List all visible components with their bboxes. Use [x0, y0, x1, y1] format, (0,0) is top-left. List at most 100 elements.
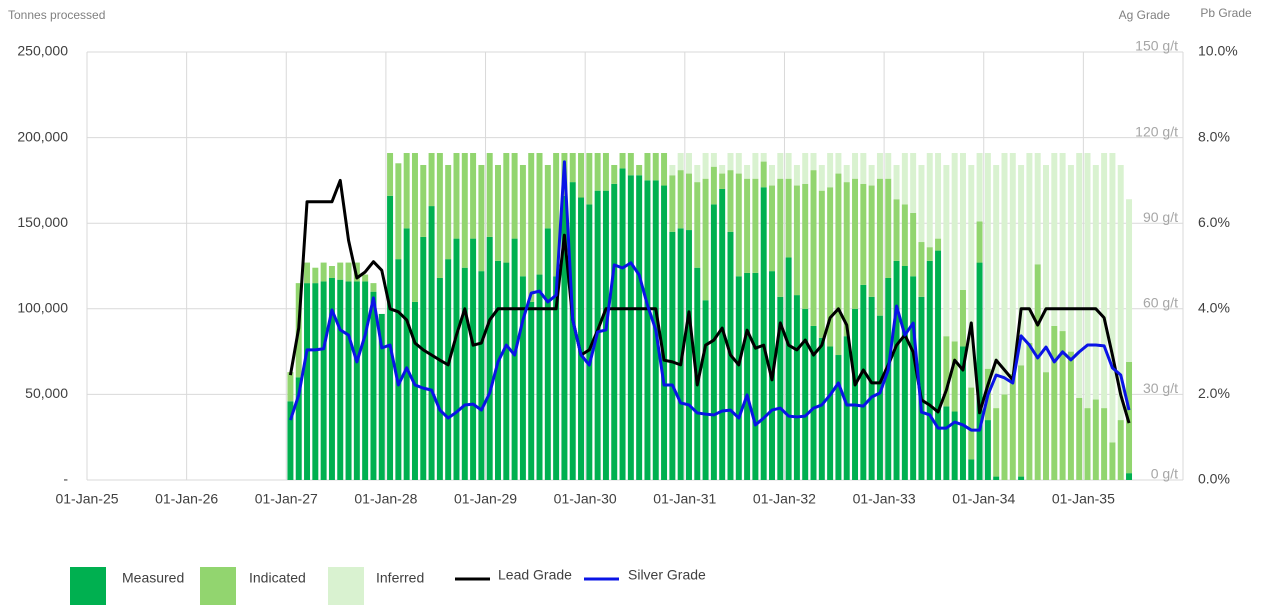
bar: [370, 291, 377, 480]
bar: [677, 170, 684, 229]
bar: [893, 260, 900, 480]
bar: [677, 228, 684, 480]
grid: [86, 51, 1184, 481]
bar: [328, 277, 335, 480]
bar: [528, 153, 535, 302]
bar: [893, 199, 900, 261]
y-tick-label: 250,000: [17, 43, 68, 59]
bar: [876, 153, 883, 179]
bar: [403, 228, 410, 480]
bar: [860, 284, 867, 480]
bar: [810, 153, 817, 171]
bar: [636, 164, 643, 176]
bar: [461, 267, 468, 480]
bar: [1109, 442, 1116, 480]
bar: [503, 262, 510, 480]
bar: [868, 185, 875, 297]
line: [288, 178, 1131, 424]
bar: [486, 153, 493, 237]
bar: [636, 175, 643, 480]
bar: [304, 283, 311, 480]
bar: [387, 195, 394, 481]
bar: [295, 377, 302, 480]
bar: [1026, 153, 1033, 344]
bar: [553, 153, 560, 277]
bar: [1067, 351, 1074, 480]
bar: [669, 175, 676, 232]
bar: [337, 262, 344, 280]
bar: [644, 180, 651, 480]
bar: [760, 161, 767, 188]
bar: [1018, 476, 1025, 480]
y2-tick-label: 90 g/t: [1143, 209, 1178, 225]
bar: [843, 164, 850, 183]
bar: [436, 153, 443, 278]
line: [288, 160, 1131, 432]
bar: [1034, 264, 1041, 480]
bar: [910, 276, 917, 480]
bar: [752, 178, 759, 273]
bar: [1009, 153, 1016, 374]
bar: [353, 281, 360, 480]
bar: [793, 295, 800, 480]
bar: [1018, 164, 1025, 366]
legend-label: Silver Grade: [628, 567, 706, 583]
bar: [445, 164, 452, 260]
legend-swatch: [200, 567, 236, 605]
bar: [453, 153, 460, 239]
bar: [644, 153, 651, 181]
x-tick-label: 01-Jan-32: [753, 491, 816, 507]
bar: [652, 153, 659, 181]
bar: [910, 153, 917, 213]
bar: [428, 206, 435, 480]
bar: [519, 164, 526, 277]
bar: [611, 183, 618, 480]
bar: [478, 164, 485, 272]
bar: [993, 164, 1000, 409]
bar: [901, 204, 908, 266]
bar: [578, 197, 585, 480]
y-axis-title: Tonnes processed: [8, 8, 105, 22]
bar: [1059, 331, 1066, 480]
bar: [702, 178, 709, 301]
y3-tick-label: 8.0%: [1198, 128, 1230, 144]
bar: [320, 262, 327, 282]
bar: [943, 164, 950, 337]
bar: [569, 182, 576, 480]
bar: [769, 164, 775, 186]
bar: [901, 266, 908, 480]
y3-tick-label: 4.0%: [1198, 300, 1230, 316]
bar: [777, 153, 784, 179]
bar: [710, 153, 717, 167]
x-tick-label: 01-Jan-30: [554, 491, 617, 507]
y3-tick-label: 0.0%: [1198, 471, 1230, 487]
bar: [627, 175, 634, 480]
y-tick-label: 50,000: [25, 385, 68, 401]
bar: [802, 183, 809, 309]
bar: [1101, 153, 1108, 409]
bar: [470, 238, 477, 480]
bar: [1067, 164, 1074, 352]
bar: [835, 153, 842, 174]
bar: [370, 283, 377, 292]
bar: [569, 153, 576, 183]
bar: [594, 153, 601, 191]
bar: [1051, 325, 1058, 480]
x-tick-label: 01-Jan-31: [653, 491, 716, 507]
bar: [387, 153, 394, 196]
bar: [669, 231, 676, 480]
bar: [586, 153, 593, 205]
bar: [685, 230, 692, 480]
bar: [287, 401, 294, 480]
bar: [1018, 365, 1025, 477]
bar: [287, 372, 294, 402]
bar: [578, 153, 585, 198]
bar: [428, 153, 435, 207]
y2-tick-label: 60 g/t: [1143, 295, 1178, 311]
bar: [685, 173, 692, 231]
bar: [685, 153, 692, 174]
bar: [760, 153, 767, 162]
x-tick-label: 01-Jan-34: [952, 491, 1015, 507]
bar: [959, 289, 966, 347]
bar: [951, 411, 958, 480]
